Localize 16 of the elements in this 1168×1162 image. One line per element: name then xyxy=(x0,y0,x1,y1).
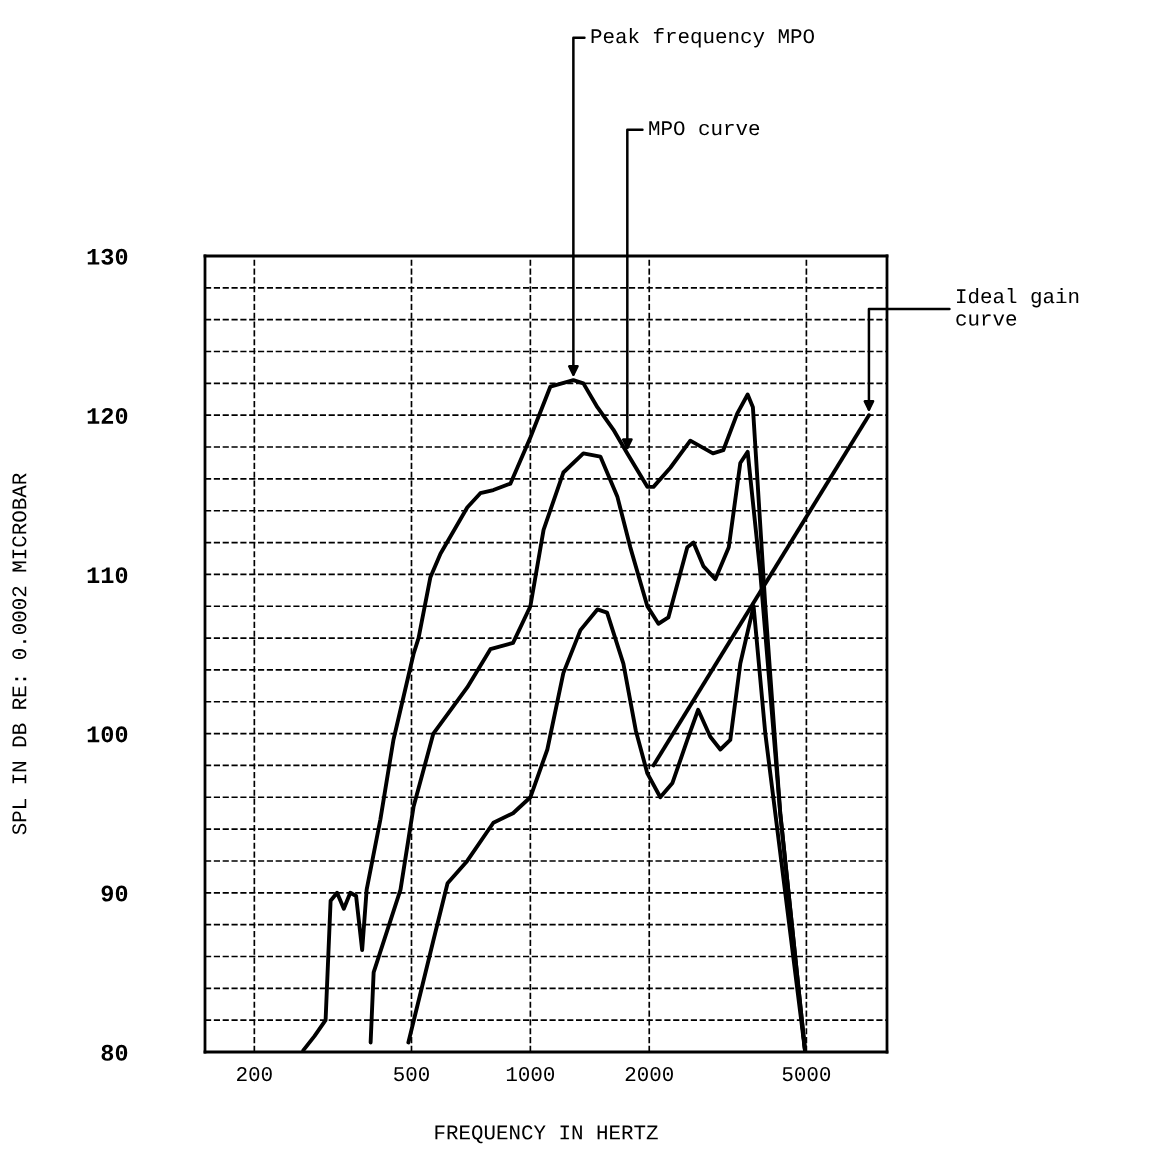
x-tick-label: 1000 xyxy=(506,1067,555,1082)
annotation: MPO curve xyxy=(649,121,760,136)
annotation: Ideal gain curve xyxy=(956,288,1079,326)
y-tick-label: 120 xyxy=(87,407,128,424)
x-tick-label: 5000 xyxy=(782,1067,831,1082)
x-tick-label: 200 xyxy=(237,1067,272,1082)
y-tick-label: 110 xyxy=(87,567,128,584)
x-tick-label: 500 xyxy=(394,1067,429,1082)
y-tick-label: 80 xyxy=(101,1044,128,1061)
y-tick-label: 100 xyxy=(87,726,128,743)
y-tick-label: 130 xyxy=(87,248,128,265)
y-tick-label: 90 xyxy=(101,885,128,902)
y-axis-title: SPL IN DB RE: 0.0002 MICROBAR xyxy=(12,473,27,835)
annotation: Peak frequency MPO xyxy=(591,28,814,48)
x-tick-label: 2000 xyxy=(625,1067,673,1082)
x-axis-title: FREQUENCY IN HERTZ xyxy=(435,1125,658,1144)
